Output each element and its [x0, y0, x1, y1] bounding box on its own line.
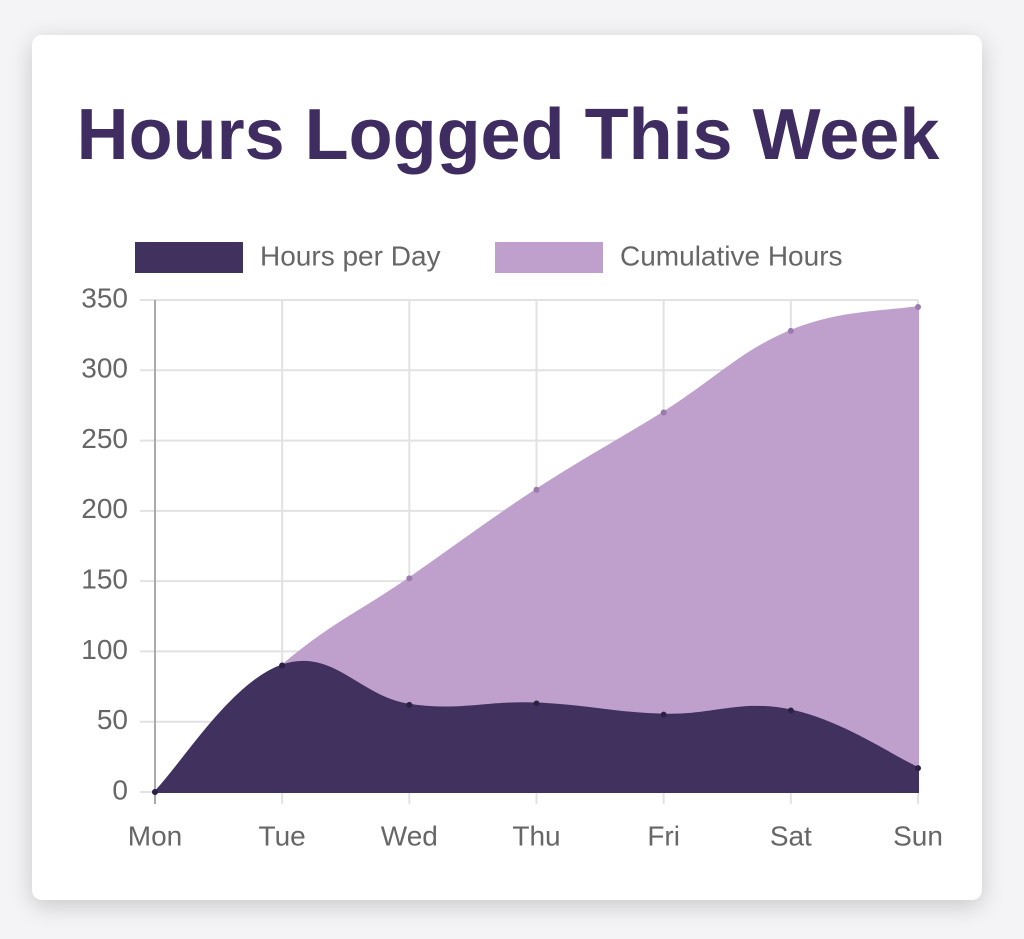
y-tick-label: 250	[81, 423, 128, 454]
y-tick-label: 100	[81, 634, 128, 665]
point	[660, 409, 667, 416]
x-tick-label: Tue	[259, 820, 306, 851]
x-tick-label: Thu	[512, 820, 560, 851]
point	[406, 575, 413, 582]
point	[787, 327, 794, 334]
legend-label: Cumulative Hours	[620, 240, 843, 271]
point	[915, 765, 921, 772]
point	[533, 486, 540, 493]
point	[915, 304, 921, 311]
point	[152, 789, 158, 795]
legend-label: Hours per Day	[260, 240, 441, 271]
x-tick-label: Fri	[647, 820, 680, 851]
point	[660, 711, 667, 718]
point	[406, 701, 413, 708]
point	[787, 707, 794, 714]
y-tick-label: 0	[112, 774, 128, 805]
x-tick-label: Wed	[381, 820, 438, 851]
legend-swatch	[495, 242, 603, 273]
y-tick-label: 350	[81, 282, 128, 313]
point	[279, 662, 286, 669]
x-tick-label: Mon	[128, 820, 182, 851]
x-tick-label: Sun	[893, 820, 943, 851]
chart-title: Hours Logged This Week	[77, 95, 941, 175]
y-tick-label: 300	[81, 353, 128, 384]
y-tick-label: 50	[97, 704, 128, 735]
y-tick-label: 200	[81, 493, 128, 524]
legend-swatch	[135, 242, 243, 273]
x-tick-label: Sat	[770, 820, 812, 851]
y-tick-label: 150	[81, 564, 128, 595]
point	[533, 700, 540, 707]
